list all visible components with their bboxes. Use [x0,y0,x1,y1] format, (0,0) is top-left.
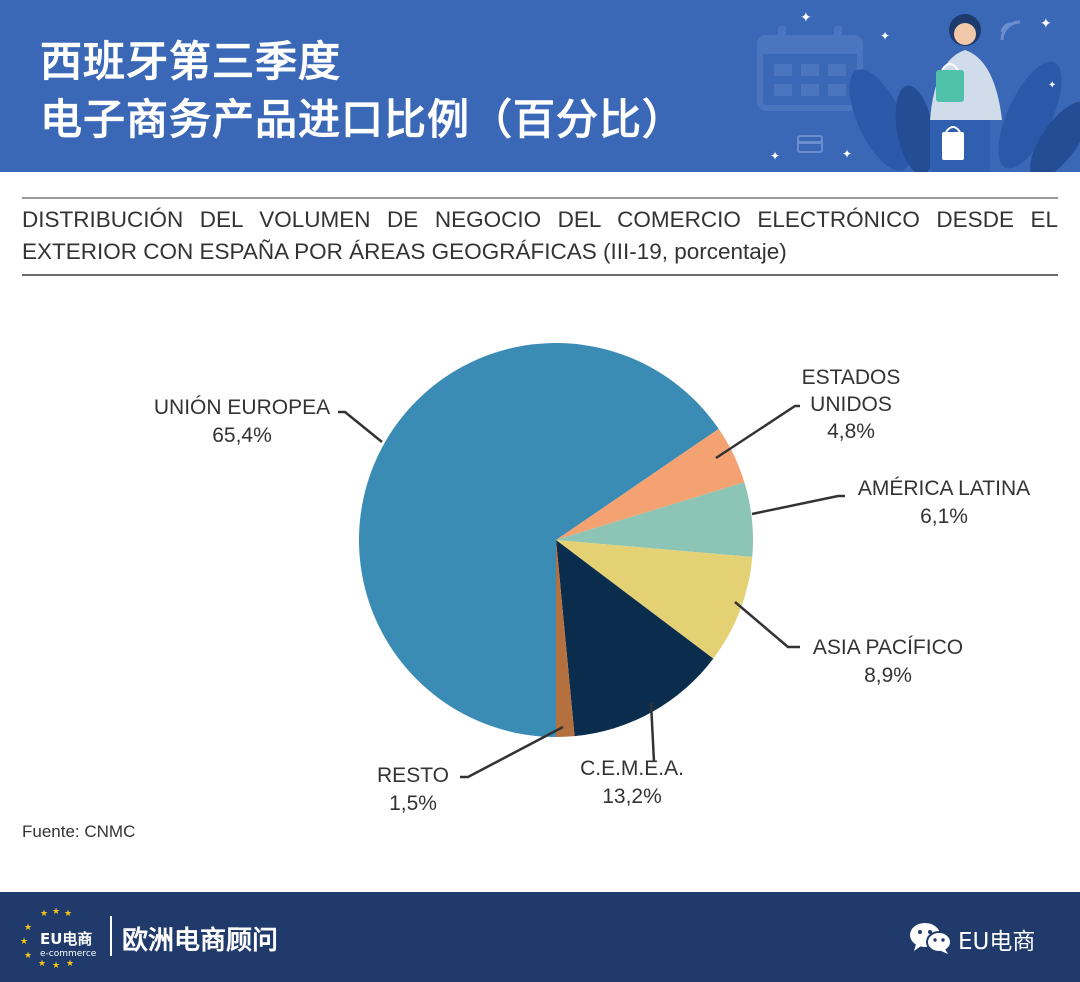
label-union-europea-name: UNIÓN EUROPEA [154,396,330,419]
pie-slice-asia-pacifico [556,540,753,659]
leader-line-resto [460,725,564,779]
svg-text:✦: ✦ [770,149,780,163]
leader-line-estados-unidos [715,404,800,460]
label-resto-name: RESTO [377,764,449,787]
calendar-icon [757,26,863,111]
label-america-latina-value: 6,1% [920,505,968,528]
sparkles-decoration: ✦ ✦ ✦ ✦ ✦ ✦ [770,10,1056,163]
leaves-decoration [849,61,1080,172]
pie-slice-estados-unidos [556,428,745,540]
svg-text:★: ★ [24,951,32,961]
shopping-illustration: ✦ ✦ ✦ ✦ ✦ ✦ [757,10,1080,172]
footer-account-name: EU电商 [958,929,1036,955]
label-cemea-value: 13,2% [602,785,662,808]
label-estados-unidos-value: 4,8% [827,420,875,443]
label-america-latina-name: AMÉRICA LATINA [858,477,1030,500]
chart-title: DISTRIBUCIÓN DEL VOLUMEN DE NEGOCIO DEL … [22,197,1058,276]
svg-text:★: ★ [52,907,60,917]
header-separator [0,172,1080,180]
leader-line-union-europea [338,410,383,443]
svg-text:★: ★ [64,909,72,919]
label-resto-value: 1,5% [389,792,437,815]
svg-text:✦: ✦ [880,29,890,43]
slice-labels: UNIÓN EUROPEA 65,4% ESTADOS UNIDOS 4,8% … [154,366,1030,815]
svg-text:★: ★ [38,959,46,968]
label-estados-unidos-line2: UNIDOS [810,393,892,416]
footer-divider [110,916,112,956]
pie-slice-resto [556,540,575,737]
credit-card-icon [797,135,823,153]
label-asia-pacifico-name: ASIA PACÍFICO [813,636,963,659]
leader-line-america-latina [751,494,845,516]
pie-slice-union-europea [358,343,719,737]
footer-bar: ★ ★ ★ ★ ★ ★ ★ ★ ★ EU电商 e-commerce 欧洲电商顾问 EU电商 [0,892,1080,982]
page-title-line-1: 西班牙第三季度 [40,37,342,86]
footer-brand-name: 欧洲电商顾问 [122,926,279,956]
header-banner: 西班牙第三季度 电子商务产品进口比例（百分比） [0,0,1080,172]
pie-slice-c-e-m-e-a [556,540,714,737]
leader-line-asia-pacifico [734,601,800,649]
pie-chart: UNIÓN EUROPEA 65,4% ESTADOS UNIDOS 4,8% … [154,343,1030,815]
wifi-icon [1000,20,1021,41]
eu-commerce-logo: ★ ★ ★ ★ ★ ★ ★ ★ ★ EU电商 e-commerce [20,907,97,968]
svg-text:★: ★ [40,909,48,919]
page-title-line-2: 电子商务产品进口比例（百分比） [40,95,686,144]
svg-text:✦: ✦ [1040,16,1052,32]
leader-line-cemea [649,702,656,763]
label-cemea-name: C.E.M.E.A. [580,757,684,780]
svg-text:✦: ✦ [1048,80,1056,91]
shopper-figure-icon [930,14,1002,172]
pie-slices [358,343,753,737]
label-union-europea-value: 65,4% [212,424,272,447]
svg-text:✦: ✦ [842,147,852,161]
chart-source: Fuente: CNMC [22,822,136,841]
svg-text:★: ★ [52,961,60,968]
eu-stars-icon: ★ ★ ★ ★ ★ ★ ★ ★ ★ [20,907,74,968]
label-asia-pacifico-value: 8,9% [864,664,912,687]
svg-text:★: ★ [20,937,28,947]
label-estados-unidos-line1: ESTADOS [802,366,901,389]
svg-text:★: ★ [66,959,74,968]
pie-slice-america-latina [556,482,753,558]
wechat-icon [910,923,952,954]
leader-lines [338,404,845,779]
svg-text:EU电商: EU电商 [40,930,92,948]
svg-text:✦: ✦ [800,10,812,26]
svg-text:★: ★ [24,923,32,933]
svg-text:e-commerce: e-commerce [40,949,97,959]
